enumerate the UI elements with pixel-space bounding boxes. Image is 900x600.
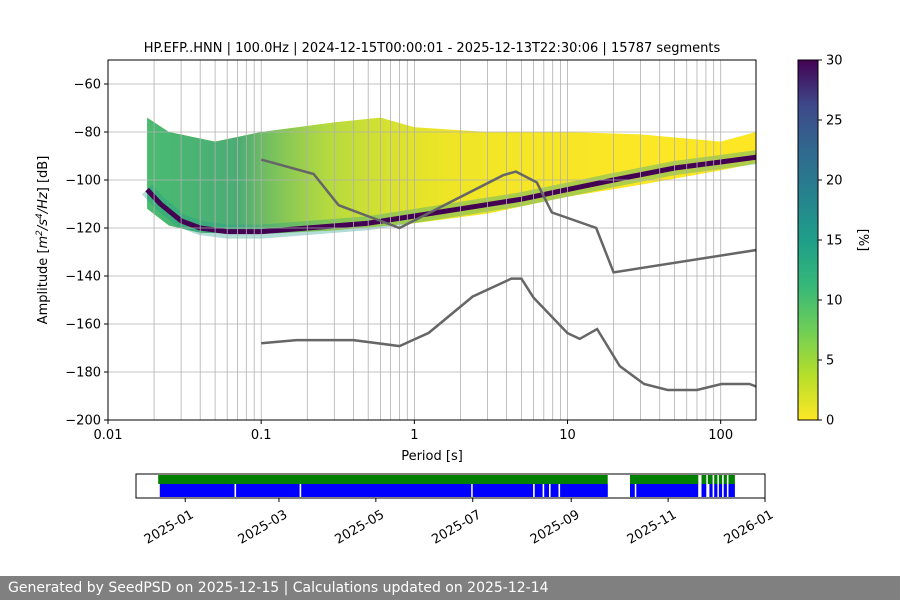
ylabel-part: m bbox=[36, 236, 51, 249]
data-availability-timeline: 2025-01 2025-03 2025-05 2025-07 2025-09 2025-… bbox=[135, 473, 776, 548]
x-tick-label: 10 bbox=[559, 428, 576, 443]
colorbar-ticks: 0 5 10 15 20 25 30 bbox=[818, 54, 843, 429]
footer-text: Generated by SeedPSD on 2025-12-15 | Cal… bbox=[8, 580, 549, 596]
timeline-tick-label: 2025-01 bbox=[142, 507, 197, 547]
timeline-span-psd bbox=[301, 484, 472, 497]
timeline-tick-label: 2025-03 bbox=[236, 507, 291, 547]
timeline-span-psd bbox=[701, 484, 707, 497]
x-axis-label: Period [s] bbox=[401, 449, 463, 464]
ylabel-part: 4 bbox=[35, 213, 45, 219]
timeline-span-data bbox=[714, 475, 718, 484]
psd-figure: HP.EFP..HNN | 100.0Hz | 2024-12-15T00:00… bbox=[35, 41, 870, 548]
chart-title: HP.EFP..HNN | 100.0Hz | 2024-12-15T00:00… bbox=[144, 41, 721, 56]
psd-cloud-shading bbox=[147, 117, 756, 234]
colorbar-label: [%] bbox=[855, 229, 870, 252]
x-axis: 0.01 0.1 1 10 100 bbox=[94, 420, 733, 443]
timeline-tick-label: 2025-07 bbox=[429, 507, 484, 547]
timeline-tick-label: 2026-01 bbox=[722, 507, 777, 547]
timeline-span-psd bbox=[728, 484, 735, 497]
colorbar: 0 5 10 15 20 25 30 [%] bbox=[797, 54, 870, 429]
timeline-span-psd bbox=[560, 484, 608, 497]
timeline-span-psd bbox=[550, 484, 559, 497]
x-tick-label: 1 bbox=[410, 428, 418, 443]
timeline-span-psd bbox=[723, 484, 727, 497]
x-tick-label: 0.01 bbox=[94, 428, 123, 443]
y-tick-label: −180 bbox=[65, 366, 101, 381]
ylabel-part: /s bbox=[36, 219, 51, 231]
timeline-span-data bbox=[728, 475, 735, 484]
timeline-tick-label: 2025-11 bbox=[625, 507, 680, 547]
timeline-span-psd bbox=[534, 484, 543, 497]
timeline-span-psd bbox=[714, 484, 718, 497]
timeline-bars bbox=[158, 475, 735, 497]
colorbar-gradient bbox=[797, 59, 819, 421]
y-tick-label: −60 bbox=[74, 78, 101, 93]
nhnm-curve bbox=[260, 158, 756, 274]
timeline-span-data bbox=[630, 475, 699, 484]
timeline-span-psd bbox=[472, 484, 534, 497]
colorbar-tick-label: 10 bbox=[826, 294, 843, 309]
colorbar-tick-label: 15 bbox=[826, 234, 843, 249]
y-tick-label: −80 bbox=[74, 126, 101, 141]
nlnm-curve bbox=[261, 277, 756, 392]
ylabel-part: ] [dB] bbox=[36, 156, 51, 193]
timeline-span-psd bbox=[718, 484, 723, 497]
y-tick-label: −200 bbox=[65, 414, 101, 429]
timeline-span-psd bbox=[544, 484, 549, 497]
timeline-span-data bbox=[158, 475, 608, 484]
y-tick-label: −100 bbox=[65, 174, 101, 189]
psd-plot-area: −60 −80 −100 −120 −140 −160 −180 −200 0.01 0.1 1 1… bbox=[65, 59, 757, 443]
x-tick-label: 0.1 bbox=[251, 428, 272, 443]
timeline-span-psd bbox=[709, 484, 713, 497]
footer: Generated by SeedPSD on 2025-12-15 | Cal… bbox=[0, 576, 900, 600]
timeline-span-data bbox=[707, 475, 713, 484]
colorbar-tick-label: 25 bbox=[826, 114, 843, 129]
colorbar-tick-label: 30 bbox=[826, 54, 843, 69]
ylabel-part: 2 bbox=[35, 230, 45, 236]
ylabel-part: Amplitude [ bbox=[36, 248, 51, 324]
y-axis-label: Amplitude [m2/s4/Hz] [dB] bbox=[35, 156, 51, 325]
timeline-span-data bbox=[701, 475, 707, 484]
timeline-span-psd bbox=[636, 484, 699, 497]
timeline-span-psd bbox=[236, 484, 300, 497]
y-tick-label: −140 bbox=[65, 270, 101, 285]
psd-mode-line bbox=[145, 154, 756, 235]
x-tick-label: 100 bbox=[708, 428, 733, 443]
timeline-tick-label: 2025-05 bbox=[332, 507, 387, 547]
y-tick-label: −160 bbox=[65, 318, 101, 333]
timeline-span-data bbox=[723, 475, 727, 484]
y-tick-label: −120 bbox=[65, 222, 101, 237]
timeline-span-data bbox=[718, 475, 723, 484]
y-axis: −60 −80 −100 −120 −140 −160 −180 −200 bbox=[65, 78, 108, 429]
timeline-span-psd bbox=[630, 484, 635, 497]
timeline-tick-label: 2025-09 bbox=[528, 507, 583, 547]
timeline-span-psd bbox=[159, 484, 235, 497]
timeline-axis: 2025-01 2025-03 2025-05 2025-07 2025-09 2025-… bbox=[142, 498, 776, 548]
colorbar-tick-label: 0 bbox=[826, 414, 834, 429]
colorbar-tick-label: 5 bbox=[826, 354, 834, 369]
plot-frame bbox=[107, 59, 757, 421]
ylabel-part: /Hz bbox=[36, 191, 51, 214]
psd-heatmap bbox=[141, 117, 756, 239]
noise-models bbox=[260, 158, 756, 392]
plot-background bbox=[108, 60, 756, 420]
colorbar-tick-label: 20 bbox=[826, 174, 843, 189]
